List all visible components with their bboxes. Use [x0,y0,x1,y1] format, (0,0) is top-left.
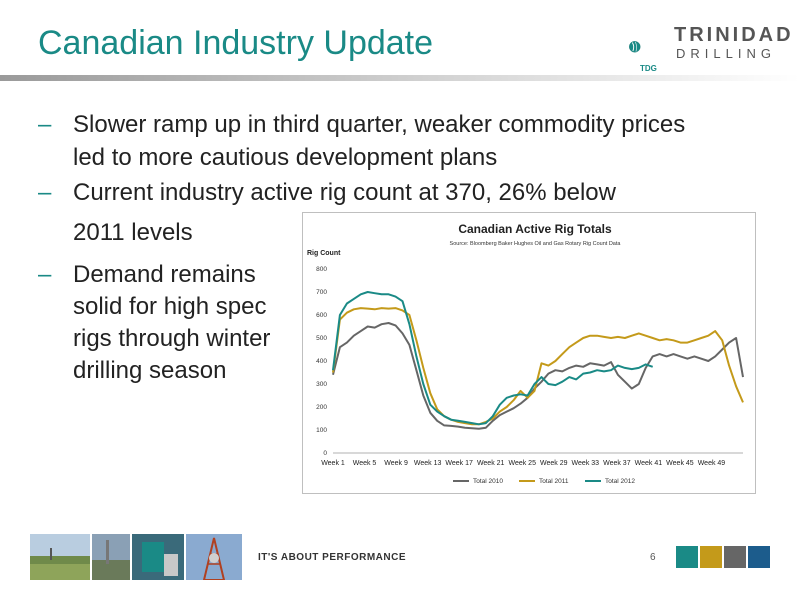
bullet-line: solid for high spec [73,293,267,320]
x-tick-label: Week 41 [635,460,663,467]
y-tick-label: 100 [316,427,327,434]
footer-color-square [700,546,722,568]
chart-canvas: Canadian Active Rig Totals Source: Bloom… [307,222,744,485]
footer-color-square [724,546,746,568]
x-tick-label: Week 5 [353,460,377,467]
logo-text-trinidad: TRINIDAD [674,24,794,46]
bullet-line: led to more cautious development plans [73,144,498,171]
rig-count-chart: Canadian Active Rig Totals Source: Bloom… [302,212,756,494]
logo-text-drilling: DRILLING [676,46,776,61]
title-divider [0,75,800,81]
y-axis-label: Rig Count [307,250,341,257]
chart-subtitle: Source: Bloomberg Baker Hughes Oil and G… [450,241,622,247]
bullet-line: Slower ramp up in third quarter, weaker … [73,111,686,138]
x-tick-label: Week 21 [477,460,505,467]
page-number: 6 [650,552,656,563]
y-tick-label: 700 [316,289,327,296]
y-tick-label: 600 [316,312,327,319]
y-tick-label: 200 [316,404,327,411]
x-tick-label: Week 33 [572,460,600,467]
x-tick-label: Week 25 [508,460,536,467]
x-tick-label: Week 1 [321,460,345,467]
legend-label: Total 2011 [539,478,569,485]
footer-color-square [748,546,770,568]
y-tick-label: 0 [323,450,327,457]
legend-label: Total 2010 [473,478,503,485]
x-tick-label: Week 13 [414,460,442,467]
bullet-marker: – [38,111,52,138]
bullet-marker: – [38,179,52,206]
trinidad-drilling-logo [629,41,641,53]
bullet-line: Current industry active rig count at 370… [73,179,616,206]
x-tick-label: Week 49 [698,460,726,467]
series-line [332,322,744,430]
chart-title: Canadian Active Rig Totals [458,222,612,236]
x-tick-label: Week 45 [666,460,694,467]
y-tick-label: 300 [316,381,327,388]
footer-tagline: IT'S ABOUT PERFORMANCE [258,552,407,563]
bullet-line: Demand remains [73,261,256,288]
derrick-photo [186,534,242,580]
slide-title: Canadian Industry Update [38,24,434,62]
y-tick-label: 500 [316,335,327,342]
landscape-photo [30,534,90,580]
series-line [332,291,654,426]
series-line [332,307,744,426]
bullet-line: drilling season [73,357,227,384]
x-tick-label: Week 29 [540,460,568,467]
logo-badge: TDG [640,64,657,73]
x-tick-label: Week 37 [603,460,631,467]
footer-color-square [676,546,698,568]
legend-label: Total 2012 [605,478,635,485]
x-tick-label: Week 9 [384,460,408,467]
rig-site-photo [92,534,130,580]
bullet-marker: – [38,261,52,288]
x-tick-label: Week 17 [445,460,473,467]
rig-equipment-photo [132,534,184,580]
y-tick-label: 400 [316,358,327,365]
bullet-line: rigs through winter [73,325,271,352]
bullet-line: 2011 levels [73,219,193,246]
y-tick-label: 800 [316,266,327,273]
